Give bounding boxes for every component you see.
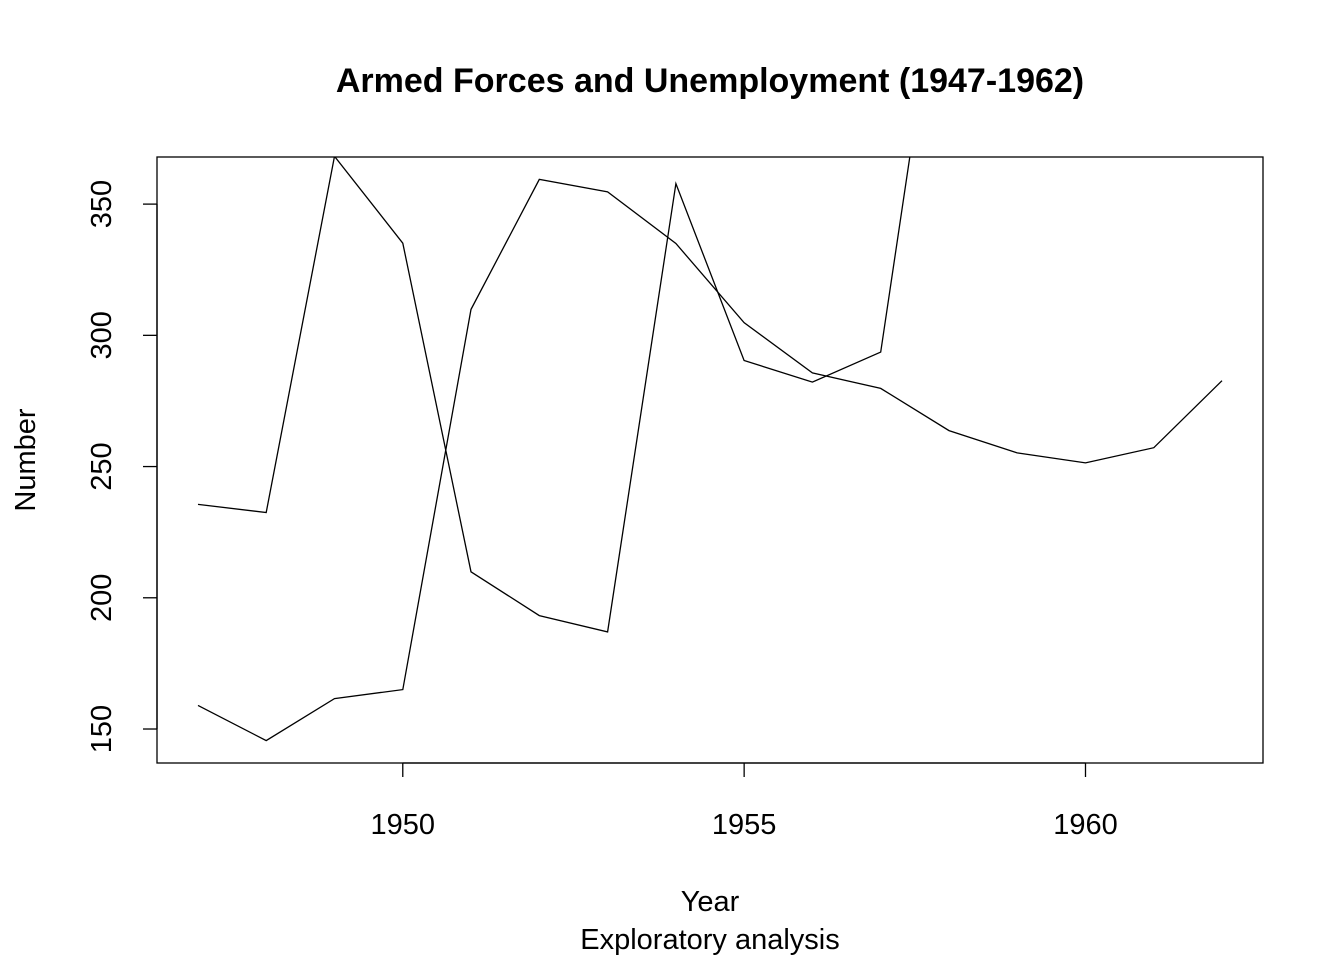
series-line-unemployed [197, 157, 911, 633]
y-tick-label: 150 [86, 705, 118, 753]
series-lines [197, 157, 1223, 742]
chart-subtitle: Exploratory analysis [580, 924, 840, 956]
x-tick-label: 1950 [371, 809, 436, 841]
x-tick-label: 1955 [712, 809, 777, 841]
x-axis-label: Year [681, 886, 740, 918]
x-axis: 1950 1955 1960 [371, 762, 1118, 841]
y-axis: 150 200 250 300 350 [86, 180, 158, 753]
y-axis-label: Number [10, 408, 42, 511]
y-tick-label: 200 [86, 574, 118, 622]
x-tick-label: 1960 [1053, 809, 1118, 841]
y-tick-label: 300 [86, 311, 118, 359]
y-tick-label: 350 [86, 180, 118, 228]
chart-title: Armed Forces and Unemployment (1947-1962… [336, 62, 1084, 100]
series-line-armed-forces [197, 178, 1223, 742]
y-tick-label: 250 [86, 442, 118, 490]
